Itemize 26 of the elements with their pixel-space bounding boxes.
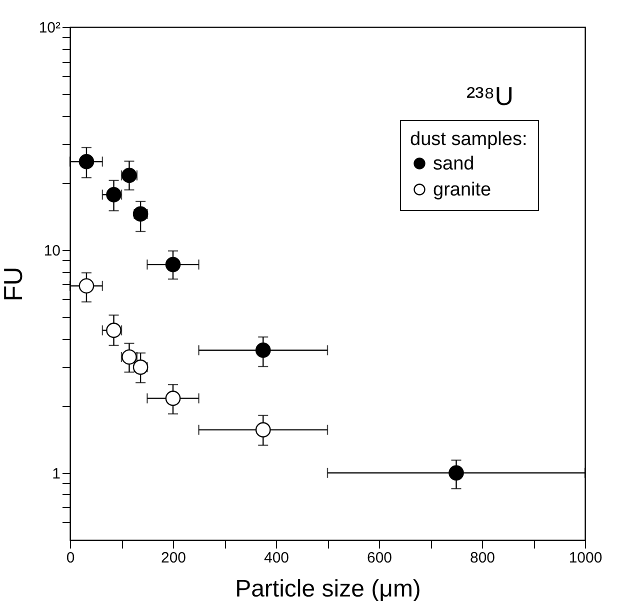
x-tick-label: 1000: [568, 550, 602, 566]
y-axis-title: FU: [0, 266, 28, 302]
legend-label: sand: [433, 154, 474, 174]
y-tick-label: 10²: [38, 20, 60, 36]
x-tick-label: 800: [470, 550, 496, 566]
legend-label: granite: [433, 180, 492, 200]
point: [122, 349, 137, 365]
y-tick-label: 10: [44, 242, 60, 260]
y-tick-label: 1: [52, 465, 60, 482]
point: [106, 322, 122, 338]
point: [106, 187, 122, 202]
point: [132, 206, 148, 222]
x-tick-label: 600: [366, 550, 392, 566]
point: [78, 278, 94, 294]
annotation: ²³⁸U: [466, 81, 514, 111]
point: [448, 465, 464, 481]
x-tick-label: 200: [160, 550, 186, 566]
point: [165, 390, 181, 406]
point: [122, 168, 137, 184]
point: [78, 154, 94, 170]
point: [255, 422, 271, 438]
point: [165, 256, 181, 272]
x-tick-label: 0: [66, 550, 75, 566]
point: [255, 342, 271, 358]
legend-title: dust samples:: [410, 129, 528, 150]
x-tick-label: 400: [264, 550, 290, 566]
